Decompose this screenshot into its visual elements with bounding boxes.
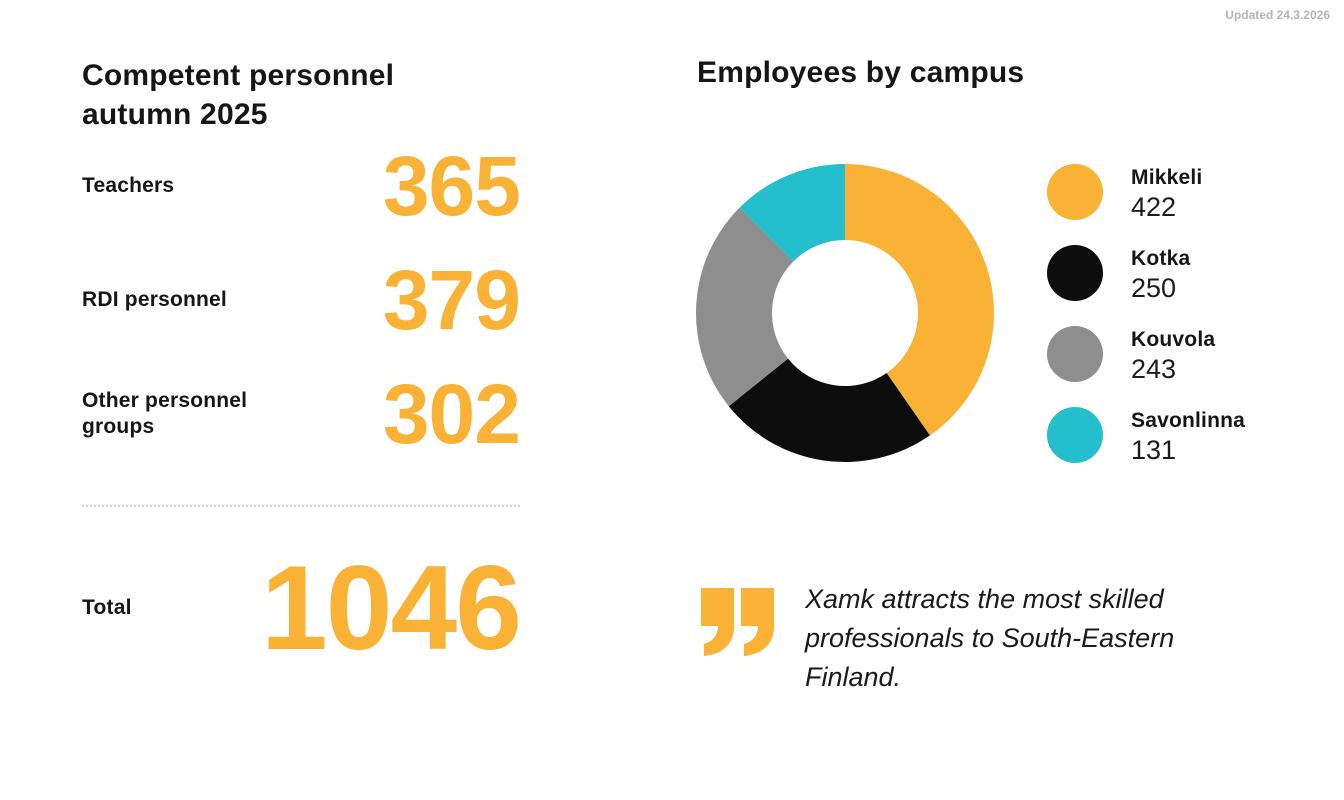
legend-label: Kouvola bbox=[1131, 328, 1216, 351]
legend-label: Savonlinna bbox=[1131, 409, 1246, 432]
stat-row-total: Total 1046 bbox=[82, 548, 522, 668]
total-value: 1046 bbox=[261, 541, 522, 675]
stat-value: 365 bbox=[382, 139, 521, 233]
updated-timestamp: Updated 24.3.2026 bbox=[1225, 8, 1330, 22]
quote-text: Xamk attracts the most skilled professio… bbox=[805, 584, 1175, 692]
stat-label: Other personnel groups bbox=[82, 389, 248, 438]
stat-label: RDI personnel bbox=[82, 288, 227, 311]
donut-segment-mikkeli bbox=[845, 164, 994, 436]
donut-chart bbox=[696, 164, 994, 462]
legend-item-kotka: Kotka 250 bbox=[1047, 245, 1245, 303]
donut-segment-kotka bbox=[728, 358, 930, 462]
legend-item-mikkeli: Mikkeli 422 bbox=[1047, 164, 1245, 222]
stat-row-teachers: Teachers 365 bbox=[82, 139, 521, 233]
legend-dot-kotka bbox=[1047, 245, 1103, 301]
donut-chart-container bbox=[696, 164, 994, 462]
legend-value: 131 bbox=[1131, 435, 1177, 465]
legend-value: 243 bbox=[1131, 354, 1177, 384]
donut-segment-kouvola bbox=[696, 207, 794, 407]
chart-legend: Mikkeli 422 Kotka 250 Kouvola 243 Savonl… bbox=[1047, 164, 1245, 488]
legend-value: 422 bbox=[1131, 192, 1177, 222]
legend-item-savonlinna: Savonlinna 131 bbox=[1047, 407, 1246, 465]
stat-value: 379 bbox=[382, 253, 521, 347]
legend-item-kouvola: Kouvola 243 bbox=[1047, 326, 1245, 384]
legend-value: 250 bbox=[1131, 273, 1177, 303]
legend-dot-kouvola bbox=[1047, 326, 1103, 382]
right-panel-title: Employees by campus bbox=[697, 56, 1025, 89]
legend-label: Mikkeli bbox=[1131, 166, 1203, 189]
dotted-divider bbox=[82, 505, 520, 507]
donut-segment-savonlinna bbox=[739, 164, 845, 262]
stat-row-other-personnel: Other personnel groups 302 bbox=[82, 367, 521, 461]
stat-row-rdi-personnel: RDI personnel 379 bbox=[82, 253, 521, 347]
legend-dot-mikkeli bbox=[1047, 164, 1103, 220]
legend-dot-savonlinna bbox=[1047, 407, 1103, 463]
stat-value: 302 bbox=[382, 367, 521, 461]
quotation-mark-icon bbox=[701, 588, 774, 656]
left-panel-title: Competent personnel autumn 2025 bbox=[82, 59, 395, 131]
total-label: Total bbox=[82, 596, 132, 619]
stat-label: Teachers bbox=[82, 174, 175, 197]
legend-label: Kotka bbox=[1131, 247, 1191, 270]
